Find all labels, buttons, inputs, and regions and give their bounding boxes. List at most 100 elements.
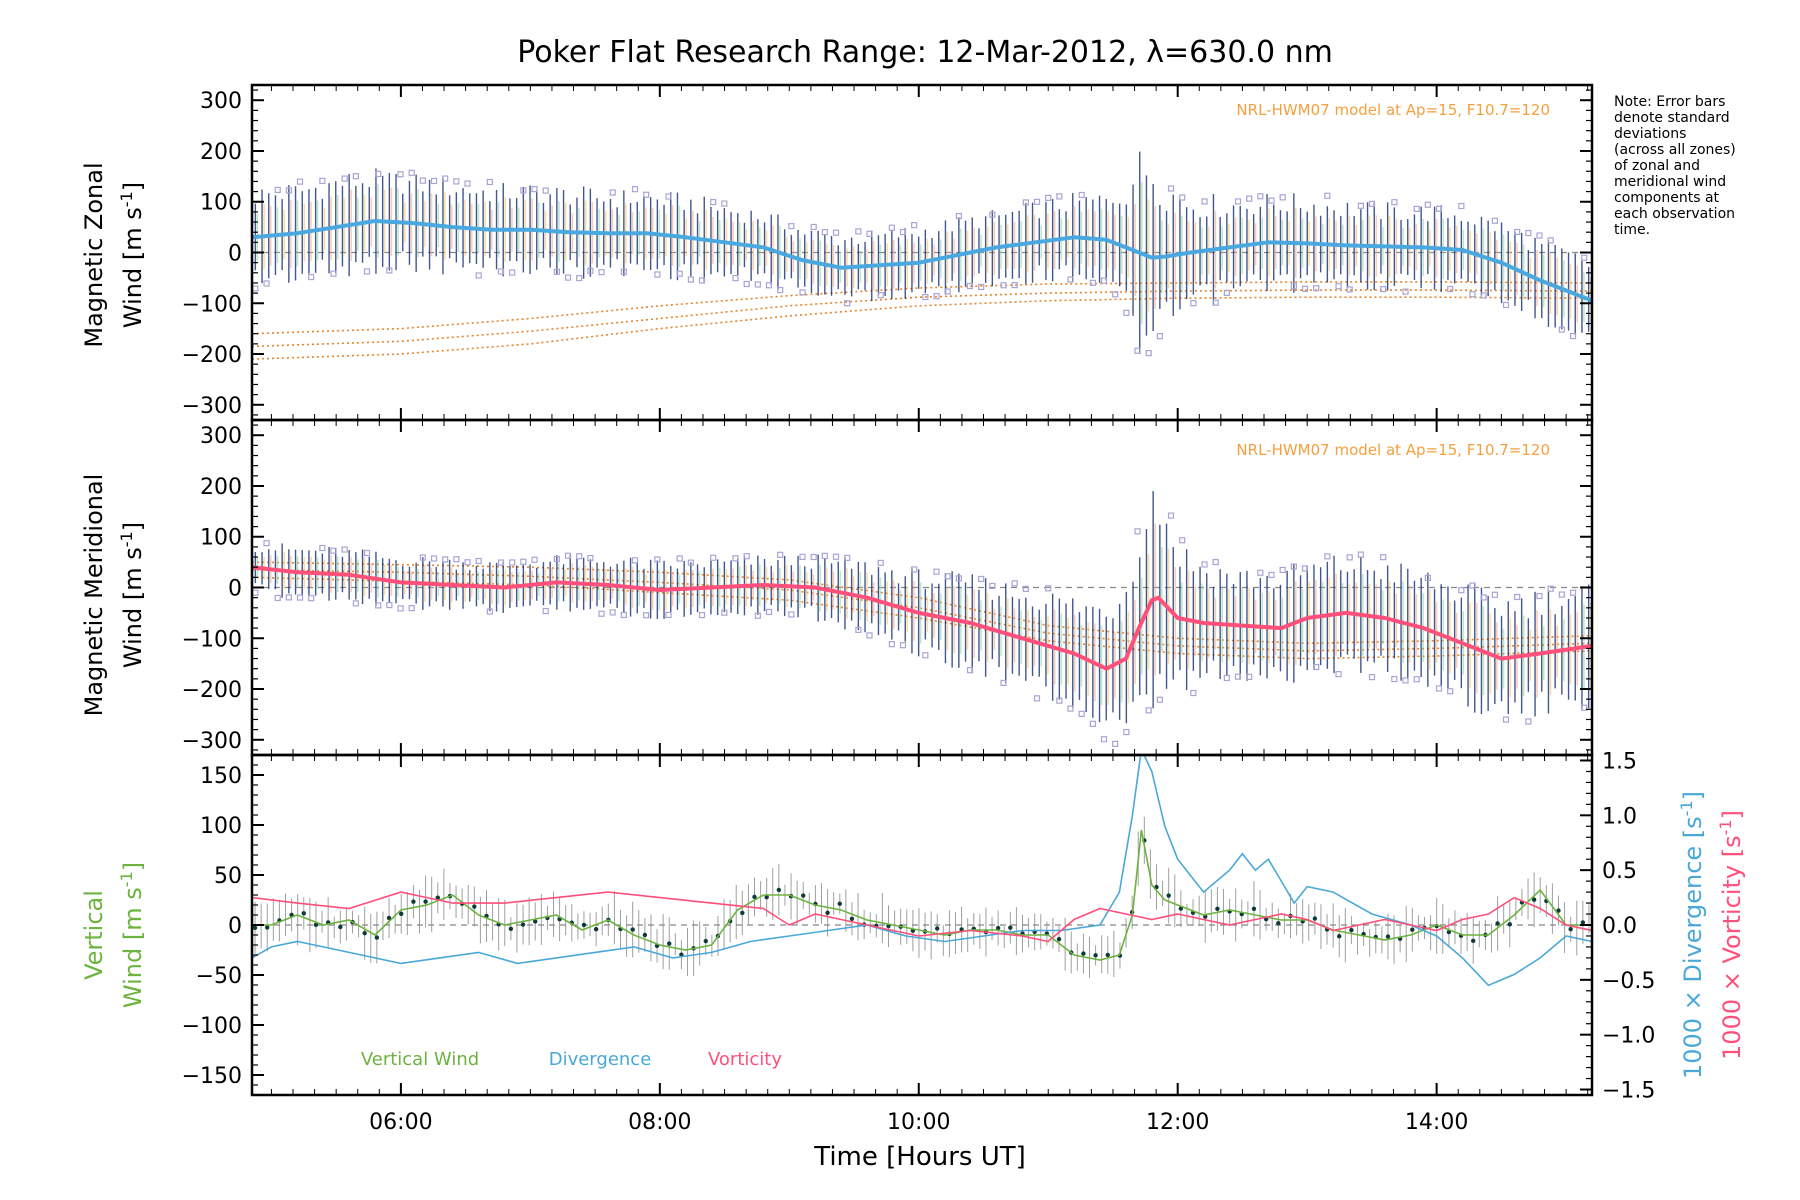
zone-wind-point bbox=[832, 229, 840, 236]
vertical-wind-point bbox=[533, 919, 538, 924]
x-tick-label: 10:00 bbox=[887, 1110, 950, 1135]
zone-wind-point bbox=[285, 187, 292, 194]
zone-wind-point bbox=[1480, 594, 1487, 601]
zone-wind-point bbox=[777, 551, 784, 558]
zone-wind-point bbox=[1502, 301, 1510, 309]
ylabel-meridional-sup: -1 bbox=[117, 531, 136, 547]
zone-wind-point bbox=[564, 274, 572, 281]
zone-wind-point bbox=[877, 292, 884, 299]
x-tick-label: 12:00 bbox=[1146, 1110, 1209, 1135]
plot-area bbox=[252, 151, 1592, 360]
vertical-wind-point bbox=[1276, 921, 1281, 926]
zone-wind-point bbox=[1313, 663, 1320, 671]
model-curve bbox=[252, 568, 1592, 652]
zone-wind-point bbox=[1380, 554, 1387, 561]
vertical-wind-point bbox=[252, 925, 258, 930]
y-tick-label: −100 bbox=[182, 1014, 242, 1039]
zone-wind-point bbox=[1234, 673, 1242, 680]
zone-wind-point bbox=[296, 178, 304, 185]
zone-wind-point bbox=[1447, 688, 1454, 695]
zone-wind-point bbox=[1022, 199, 1029, 206]
ylabel-meridional-line1: Magnetic Meridional bbox=[80, 474, 108, 717]
zone-wind-point bbox=[252, 589, 259, 596]
zone-wind-point bbox=[1134, 347, 1141, 354]
y-tick-label: −50 bbox=[196, 964, 242, 989]
zone-wind-point bbox=[609, 189, 616, 196]
zone-wind-point bbox=[855, 228, 862, 235]
zone-wind-point bbox=[1525, 229, 1532, 237]
zone-wind-point bbox=[576, 274, 583, 282]
zone-wind-point bbox=[944, 288, 951, 295]
y-tick-label: 200 bbox=[200, 140, 242, 165]
zone-wind-point bbox=[1212, 558, 1219, 566]
zone-wind-point bbox=[1000, 679, 1007, 687]
y-tick-label: 100 bbox=[200, 814, 242, 839]
zone-wind-point bbox=[263, 540, 270, 547]
zone-wind-point bbox=[1458, 587, 1465, 594]
zone-wind-point bbox=[1190, 689, 1197, 697]
zone-wind-point bbox=[1402, 677, 1409, 684]
zone-wind-point bbox=[598, 269, 605, 276]
zone-wind-point bbox=[475, 557, 482, 565]
y-tick-label: −100 bbox=[182, 627, 242, 652]
y-tick-label: −150 bbox=[182, 1064, 242, 1089]
zone-wind-point bbox=[1357, 202, 1364, 209]
model-label-meridional: NRL-HWM07 model at Ap=15, F10.7=120 bbox=[1236, 441, 1550, 459]
zone-wind-point bbox=[1067, 705, 1074, 712]
zone-wind-point bbox=[665, 193, 672, 200]
vertical-wind-point bbox=[1008, 925, 1013, 930]
zone-wind-point bbox=[631, 186, 639, 193]
chart-title: Poker Flat Research Range: 12-Mar-2012, … bbox=[517, 35, 1333, 70]
zone-wind-point bbox=[877, 559, 884, 567]
y-tick-label: 150 bbox=[200, 764, 242, 789]
zone-wind-point bbox=[810, 553, 817, 561]
y2-tick-label: −1.0 bbox=[1602, 1024, 1655, 1049]
panel-meridional: NRL-HWM07 model at Ap=15, F10.7=120 Magn… bbox=[80, 418, 1594, 757]
model-curve bbox=[252, 576, 1592, 660]
zone-wind-point bbox=[263, 280, 270, 287]
vertical-wind-point bbox=[338, 924, 343, 930]
zone-wind-point bbox=[743, 553, 750, 560]
plot-area bbox=[252, 755, 1592, 987]
vertical-wind-point bbox=[472, 904, 477, 909]
vertical-wind-point bbox=[801, 893, 806, 898]
zone-wind-point bbox=[1290, 283, 1297, 290]
vorticity-line bbox=[252, 891, 1592, 943]
zone-wind-point bbox=[1089, 279, 1096, 286]
vertical-wind-point bbox=[520, 922, 526, 927]
zone-wind-point bbox=[1100, 277, 1108, 284]
zone-wind-point bbox=[1078, 710, 1085, 717]
vertical-wind-point bbox=[313, 922, 319, 927]
vertical-wind-point bbox=[374, 935, 380, 940]
y2-tick-label: 1.0 bbox=[1602, 804, 1637, 829]
zone-wind-point bbox=[1491, 217, 1498, 224]
zone-wind-point bbox=[1167, 185, 1175, 192]
vertical-wind-point bbox=[1531, 897, 1537, 902]
vertical-wind-point bbox=[386, 915, 392, 921]
vertical-wind-point bbox=[1251, 906, 1257, 911]
vertical-wind-line bbox=[252, 829, 1592, 961]
zone-wind-point bbox=[553, 268, 560, 275]
model-curve bbox=[252, 289, 1592, 348]
zone-wind-point bbox=[1368, 673, 1376, 681]
panel-zonal: NRL-HWM07 model at Ap=15, F10.7=120 Magn… bbox=[80, 83, 1594, 422]
zone-wind-point bbox=[989, 211, 996, 218]
note-line: (across all zones) bbox=[1614, 142, 1736, 158]
zone-wind-point bbox=[375, 602, 382, 609]
zone-wind-point bbox=[609, 609, 616, 616]
y2label-vorticity: 1000 × Vorticity [s-1] bbox=[1716, 810, 1747, 1060]
note-line: time. bbox=[1614, 222, 1650, 238]
y2label-divergence: 1000 × Divergence [s-1] bbox=[1677, 791, 1708, 1079]
zone-wind-point bbox=[464, 180, 471, 187]
ylabel-vertical-main: Wind [m s bbox=[119, 887, 147, 1008]
zone-wind-point bbox=[1402, 288, 1409, 295]
zone-wind-point bbox=[955, 212, 962, 220]
note-line: of zonal and bbox=[1614, 158, 1700, 174]
ylabel-vertical-sup: -1 bbox=[117, 871, 136, 887]
zone-wind-point bbox=[743, 280, 750, 288]
vertical-wind-point bbox=[1568, 927, 1573, 932]
zone-wind-point bbox=[587, 267, 594, 274]
vertical-wind-point bbox=[508, 926, 514, 931]
zone-wind-point bbox=[765, 282, 773, 289]
y-tick-label: −200 bbox=[182, 678, 242, 703]
